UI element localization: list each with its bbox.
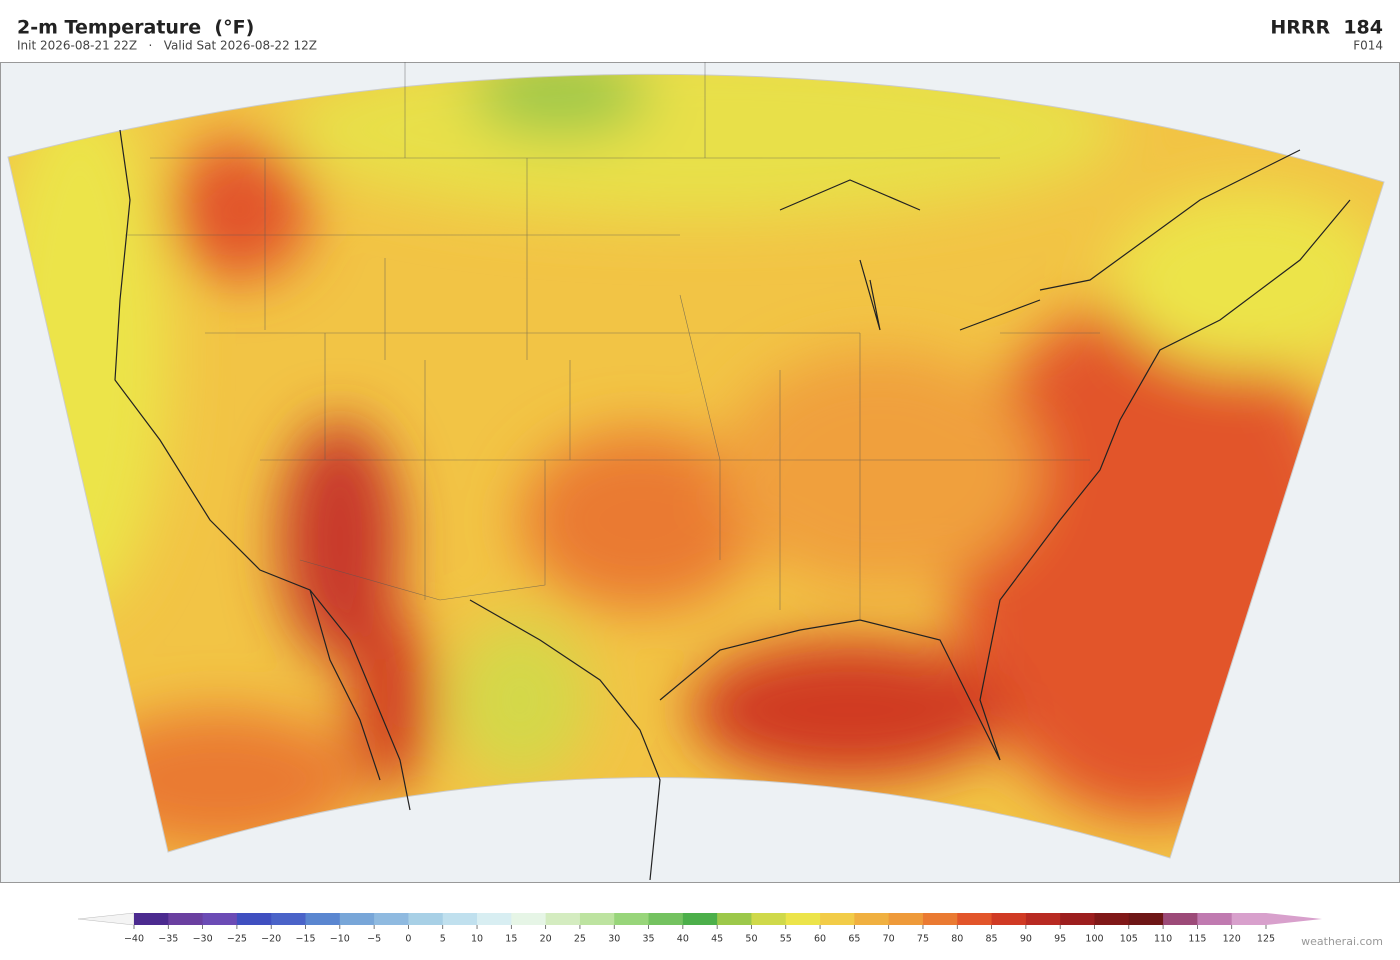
colorbar-swatch	[271, 913, 307, 925]
subtitle: Init 2026-08-21 22Z · Valid Sat 2026-08-…	[17, 39, 317, 53]
colorbar-tick-label: 95	[1054, 934, 1066, 945]
colorbar-swatch	[1163, 913, 1198, 925]
colorbar-tick-label: −30	[193, 934, 213, 945]
colorbar-swatch	[408, 913, 444, 925]
colorbar-swatch	[442, 913, 478, 925]
title: 2-m Temperature (°F)	[17, 17, 254, 39]
colorbar-tick-label: 80	[951, 934, 963, 945]
colorbar-swatch	[785, 913, 821, 925]
colorbar-swatch	[854, 913, 890, 925]
colorbar-tick-label: 0	[405, 934, 411, 945]
colorbar-tick-label: 125	[1257, 934, 1275, 945]
colorbar-over	[1266, 913, 1322, 925]
colorbar-swatch	[477, 913, 512, 925]
colorbar-swatch	[579, 913, 615, 925]
colorbar-tick-label: 75	[917, 934, 929, 945]
colorbar-tick-label: 35	[642, 934, 654, 945]
colorbar-swatch	[1128, 913, 1164, 925]
colorbar-swatch	[1231, 913, 1267, 925]
colorbar-swatch	[202, 913, 238, 925]
colorbar-under	[77, 912, 135, 926]
colorbar-tick-label: −25	[227, 934, 247, 945]
colorbar-swatch	[236, 913, 272, 925]
colorbar-tick-label: 45	[711, 934, 723, 945]
colorbar-swatch	[134, 913, 169, 925]
colorbar-tick-label: 100	[1085, 934, 1103, 945]
coastlines	[114, 129, 1351, 881]
borders	[125, 62, 1100, 620]
colorbar-swatch	[888, 913, 924, 925]
colorbar-swatch	[339, 913, 375, 925]
colorbar-tick-label: 90	[1020, 934, 1032, 945]
colorbar-swatch	[922, 913, 958, 925]
colorbar-swatch	[614, 913, 650, 925]
colorbar-swatch	[1060, 913, 1095, 925]
watermark: weatherai.com	[1301, 935, 1383, 948]
temperature-field	[8, 74, 1384, 859]
map	[0, 62, 1400, 883]
colorbar-tick-label: 120	[1223, 934, 1241, 945]
colorbar-swatch	[168, 913, 204, 925]
colorbar-swatch	[991, 913, 1027, 925]
colorbar-swatch	[545, 913, 581, 925]
colorbar-tick-label: −35	[158, 934, 178, 945]
colorbar-swatch	[648, 913, 684, 925]
colorbar-tick-label: 65	[848, 934, 860, 945]
colorbar-swatch	[751, 913, 787, 925]
colorbar-tick-label: 55	[780, 934, 792, 945]
colorbar-swatch	[682, 913, 718, 925]
colorbar-tick-label: 10	[471, 934, 483, 945]
colorbar-tick-label: 40	[677, 934, 689, 945]
colorbar-tick-label: −15	[295, 934, 315, 945]
colorbar-swatch	[957, 913, 993, 925]
colorbar-tick-label: 50	[745, 934, 757, 945]
colorbar-tick-label: 115	[1188, 934, 1206, 945]
colorbar-swatch	[305, 913, 341, 925]
colorbar-tick-label: −20	[261, 934, 281, 945]
colorbar-tick-label: 15	[505, 934, 517, 945]
colorbar-swatch	[1197, 913, 1233, 925]
colorbar-tick-label: 110	[1154, 934, 1172, 945]
colorbar: −40 −35 −30 −25 −20 −15 −10 −5 0 5 10 15 20 25 30 35 40 4…	[77, 912, 1322, 945]
model-label: HRRR 184	[1270, 17, 1383, 39]
colorbar-tick-label: 105	[1120, 934, 1138, 945]
colorbar-tick-label: 60	[814, 934, 826, 945]
colorbar-tick-label: 30	[608, 934, 620, 945]
colorbar-tick-label: 20	[540, 934, 552, 945]
colorbar-tick-label: −10	[330, 934, 350, 945]
colorbar-swatch	[717, 913, 752, 925]
colorbar-tick-label: 5	[440, 934, 446, 945]
colorbar-swatch	[820, 913, 855, 925]
forecast-hour: F014	[1353, 39, 1383, 53]
colorbar-tick-label: 25	[574, 934, 586, 945]
colorbar-swatch	[511, 913, 547, 925]
colorbar-tick-label: −40	[124, 934, 144, 945]
colorbar-swatch	[1094, 913, 1130, 925]
colorbar-swatch	[1025, 913, 1061, 925]
colorbar-swatch	[374, 913, 409, 925]
colorbar-tick-label: −5	[367, 934, 381, 945]
colorbar-tick-label: 70	[883, 934, 895, 945]
colorbar-tick-label: 85	[986, 934, 998, 945]
